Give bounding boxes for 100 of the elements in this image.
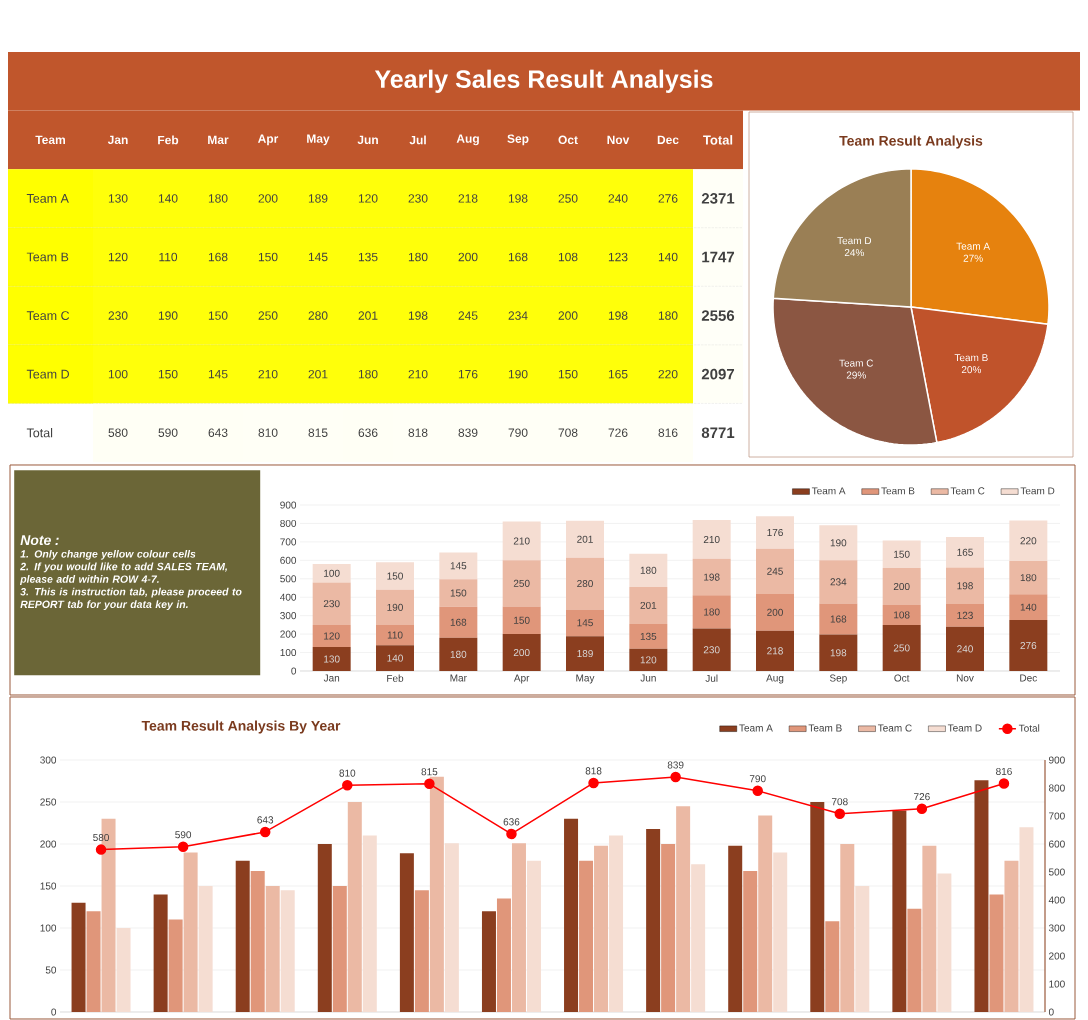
data-label: 168 bbox=[450, 618, 467, 626]
bar bbox=[362, 835, 377, 1012]
x-tick-label: Sep bbox=[507, 134, 529, 146]
data-label: 140 bbox=[387, 654, 403, 662]
bar bbox=[937, 873, 952, 1012]
data-label: 200 bbox=[893, 582, 910, 591]
y2-tick-label: 400 bbox=[1048, 896, 1065, 904]
legend-label: Team D bbox=[947, 724, 982, 732]
bar bbox=[692, 558, 731, 596]
data-label: 815 bbox=[421, 768, 438, 776]
data-label: 180 bbox=[208, 194, 228, 203]
data-label: 150 bbox=[894, 550, 910, 558]
y-tick-label: Team A bbox=[26, 194, 69, 203]
data-label: 280 bbox=[577, 580, 593, 588]
data-label: 20% bbox=[961, 366, 982, 374]
chart-title: Team Result Analysis bbox=[839, 135, 983, 149]
data-label: 200 bbox=[513, 649, 530, 657]
data-label: 280 bbox=[308, 311, 328, 320]
data-label: 708 bbox=[558, 428, 578, 437]
legend-label: Team D bbox=[1020, 487, 1055, 495]
data-label: 201 bbox=[308, 369, 328, 379]
y-tick-label: 0 bbox=[51, 1008, 57, 1016]
bar bbox=[86, 911, 101, 1012]
x-tick-label: Sep bbox=[829, 674, 847, 684]
bar bbox=[376, 589, 414, 625]
data-label: 8771 bbox=[701, 427, 735, 439]
bar bbox=[347, 802, 362, 1012]
bar bbox=[692, 628, 731, 671]
bar bbox=[235, 860, 250, 1012]
x-tick-label: Aug bbox=[766, 674, 784, 684]
data-label: 590 bbox=[175, 831, 192, 839]
data-label: 180 bbox=[704, 608, 720, 616]
y-tick-label: Total bbox=[26, 428, 53, 438]
y2-tick-label: 500 bbox=[1048, 868, 1065, 876]
data-label: 816 bbox=[658, 428, 678, 437]
data-label: 250 bbox=[513, 579, 530, 587]
y-tick-label: Team B bbox=[26, 252, 69, 262]
data-label: 201 bbox=[577, 535, 593, 543]
data-label: 590 bbox=[158, 428, 178, 437]
data-label: 165 bbox=[608, 369, 628, 379]
x-tick-label: Mar bbox=[450, 674, 467, 682]
y2-tick-label: 100 bbox=[1049, 980, 1065, 988]
data-label: 190 bbox=[830, 539, 847, 547]
bar bbox=[566, 520, 604, 558]
data-label: 210 bbox=[258, 369, 278, 379]
data-label: 165 bbox=[957, 548, 973, 556]
y-tick-label: 50 bbox=[45, 966, 57, 974]
bar bbox=[566, 557, 604, 610]
bar bbox=[71, 902, 86, 1012]
legend-label: Team B bbox=[881, 487, 915, 495]
data-label: 198 bbox=[408, 311, 428, 320]
bar bbox=[439, 552, 478, 580]
bar bbox=[758, 815, 773, 1012]
data-label: 220 bbox=[1020, 537, 1037, 545]
bar bbox=[183, 852, 198, 1012]
data-label: 29% bbox=[846, 371, 866, 379]
data-label: 580 bbox=[108, 428, 128, 437]
bar bbox=[946, 537, 984, 568]
bar bbox=[312, 564, 351, 583]
data-label: 190 bbox=[158, 311, 178, 320]
y2-tick-label: 0 bbox=[1048, 1008, 1054, 1016]
bar bbox=[511, 843, 526, 1012]
bar bbox=[439, 606, 478, 638]
text: 1. Only change yellow colour cells bbox=[20, 549, 196, 560]
bar bbox=[376, 645, 414, 671]
data-label: 150 bbox=[208, 311, 228, 320]
x-tick-label: Dec bbox=[1020, 674, 1037, 682]
bar bbox=[376, 624, 414, 646]
bar bbox=[855, 886, 870, 1012]
data-label: 150 bbox=[158, 369, 178, 379]
data-label: 123 bbox=[608, 252, 628, 262]
data-label: 176 bbox=[458, 369, 478, 379]
slice-label: Team B bbox=[954, 354, 988, 362]
data-label: 120 bbox=[108, 252, 128, 262]
bar bbox=[946, 604, 984, 627]
data-label: 818 bbox=[408, 428, 428, 437]
y-tick-label: 200 bbox=[280, 630, 297, 638]
legend-label: Team B bbox=[808, 724, 842, 732]
data-label: 234 bbox=[830, 578, 847, 586]
y-tick-label: 300 bbox=[280, 612, 297, 620]
point bbox=[916, 803, 928, 814]
bar bbox=[168, 919, 183, 1012]
slice-label: Team C bbox=[839, 359, 874, 367]
bar bbox=[629, 553, 668, 587]
data-label: 2097 bbox=[701, 368, 735, 380]
data-label: 726 bbox=[608, 428, 628, 437]
point bbox=[259, 826, 271, 838]
data-label: 130 bbox=[108, 194, 128, 203]
data-label: 201 bbox=[640, 601, 657, 609]
bar bbox=[566, 636, 604, 671]
bar bbox=[819, 603, 858, 635]
data-label: 708 bbox=[831, 798, 848, 806]
data-label: 176 bbox=[767, 528, 783, 537]
bar bbox=[399, 853, 414, 1012]
bar bbox=[265, 886, 280, 1012]
data-label: 110 bbox=[159, 252, 178, 262]
bar bbox=[692, 520, 731, 559]
x-tick-label: Oct bbox=[894, 674, 910, 682]
data-label: 145 bbox=[208, 369, 228, 379]
data-label: 200 bbox=[767, 608, 783, 616]
